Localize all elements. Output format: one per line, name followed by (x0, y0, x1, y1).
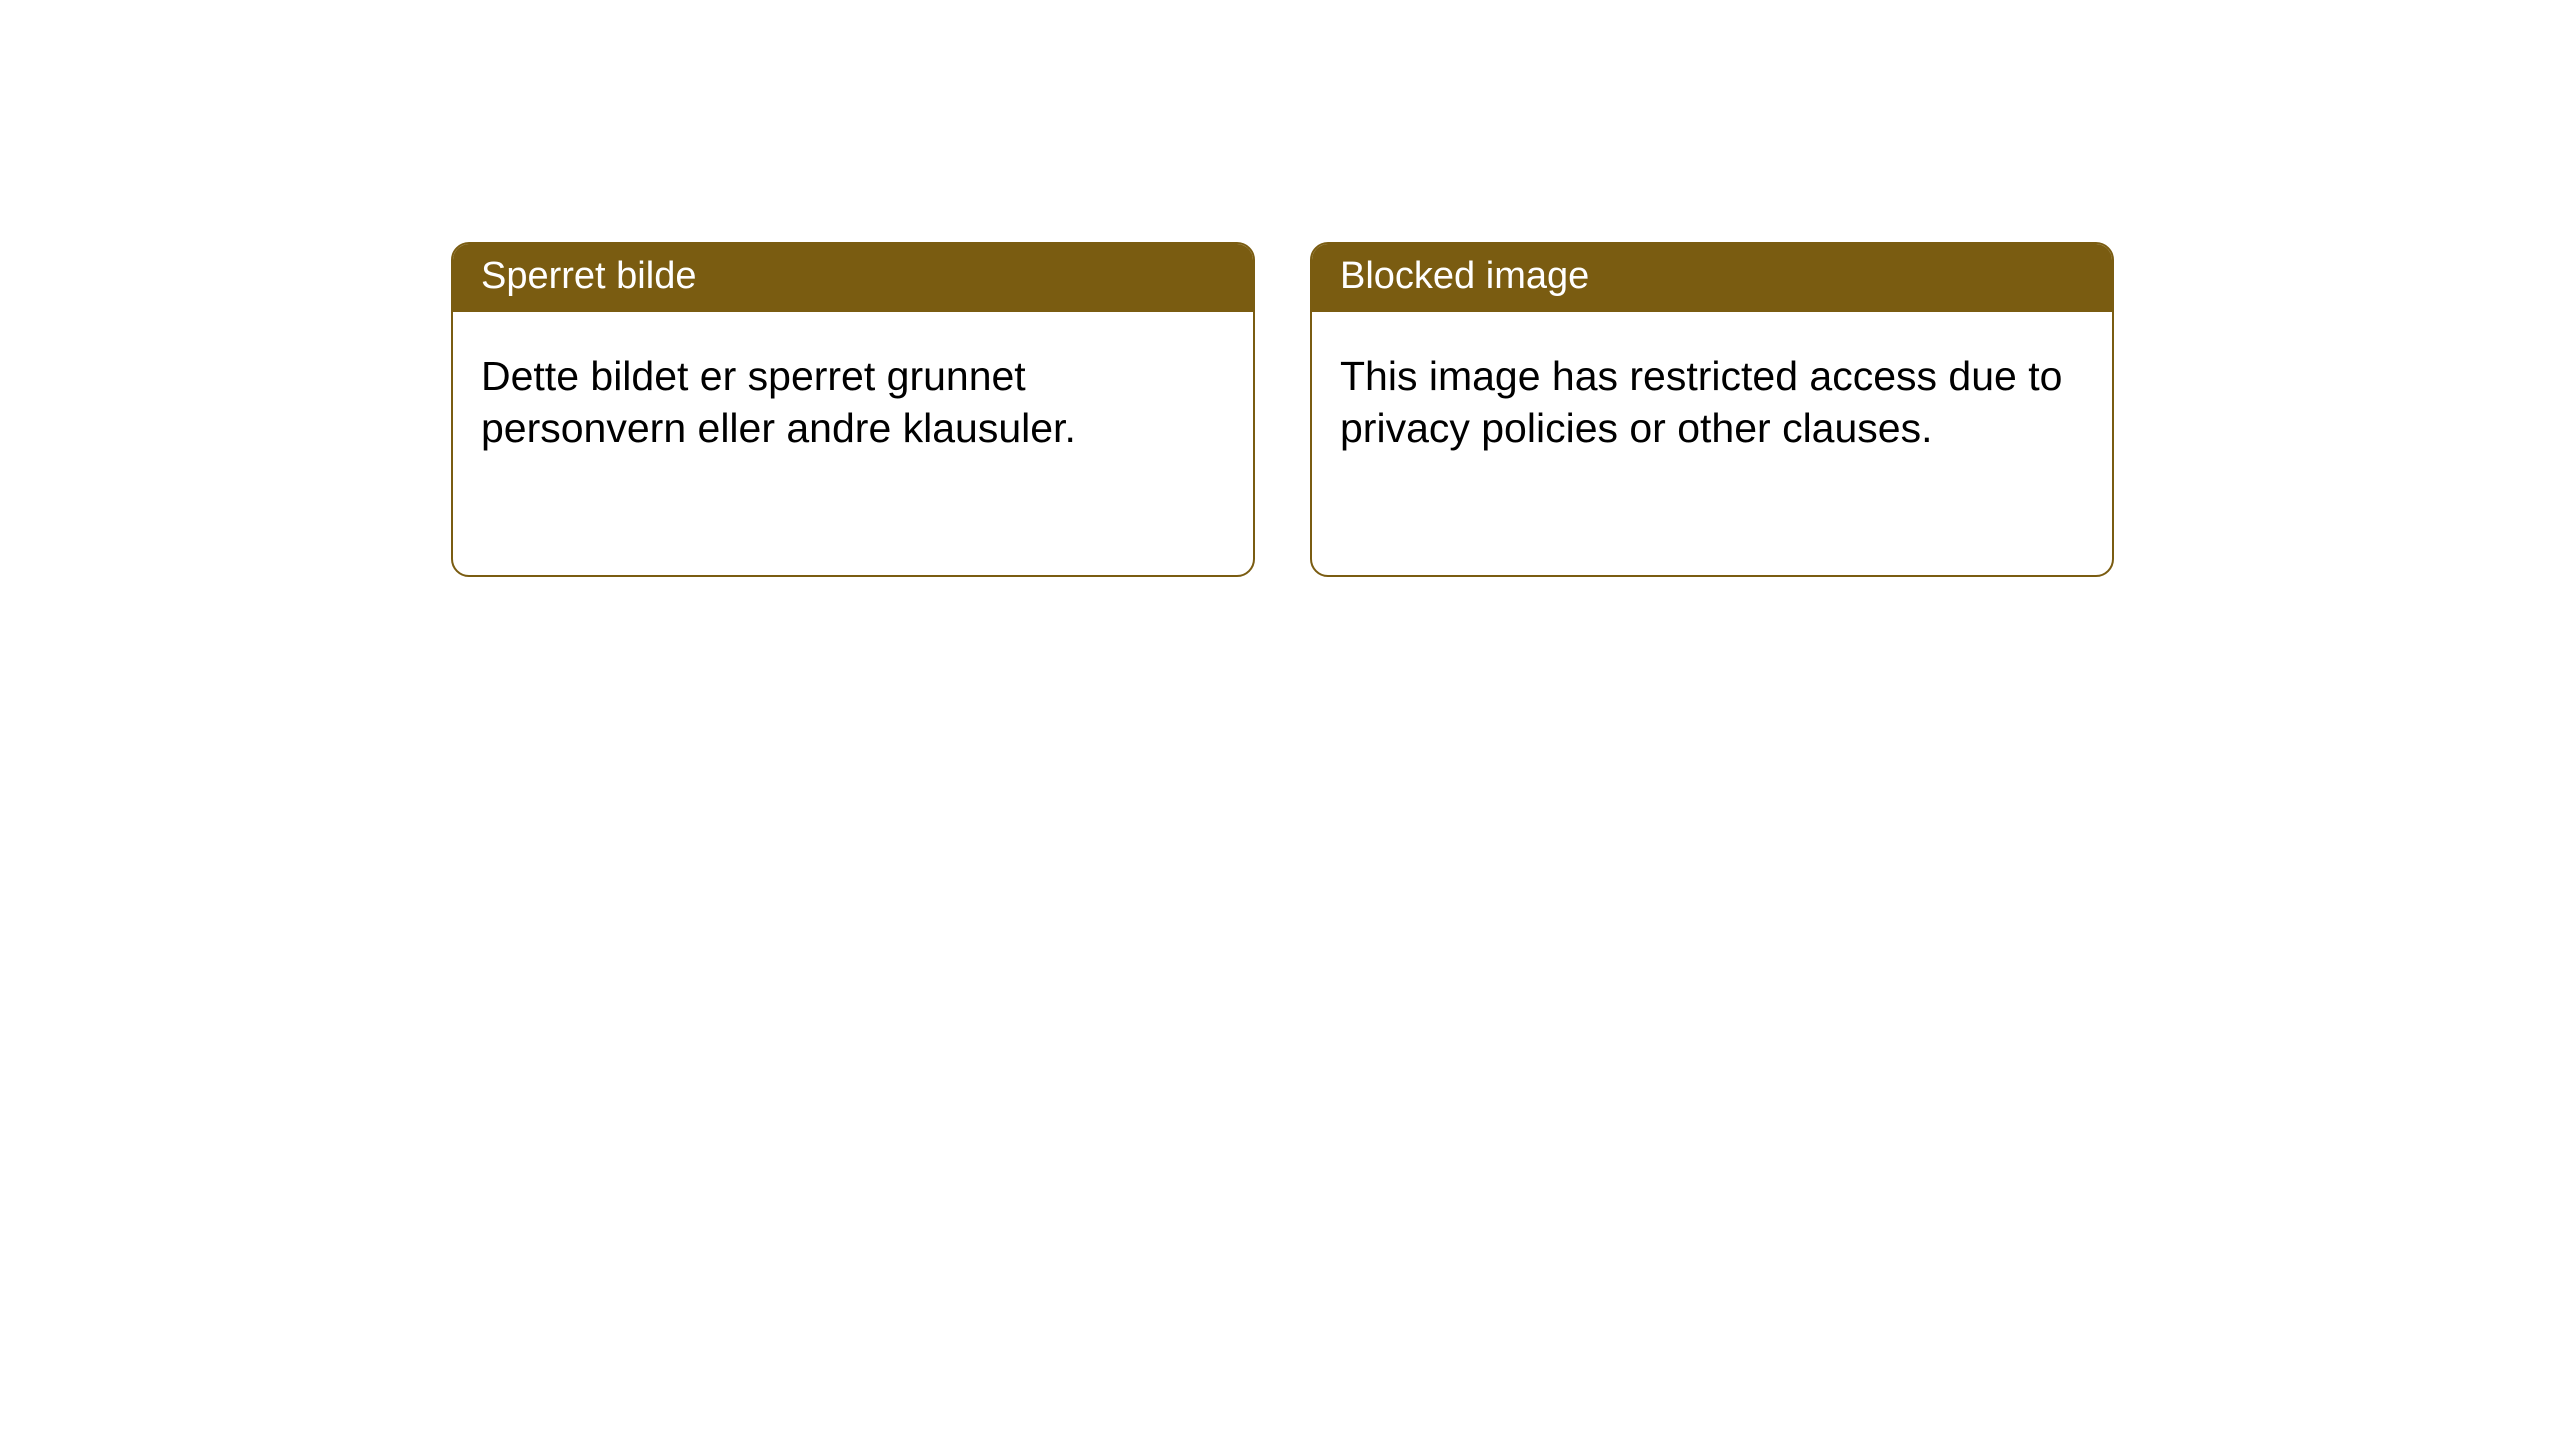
notice-card-body: This image has restricted access due to … (1312, 312, 2112, 483)
notice-card-norwegian: Sperret bilde Dette bildet er sperret gr… (451, 242, 1255, 577)
notice-card-english: Blocked image This image has restricted … (1310, 242, 2114, 577)
notice-card-title: Sperret bilde (453, 244, 1253, 312)
notice-card-title: Blocked image (1312, 244, 2112, 312)
notice-container: Sperret bilde Dette bildet er sperret gr… (0, 0, 2560, 577)
notice-card-body: Dette bildet er sperret grunnet personve… (453, 312, 1253, 483)
